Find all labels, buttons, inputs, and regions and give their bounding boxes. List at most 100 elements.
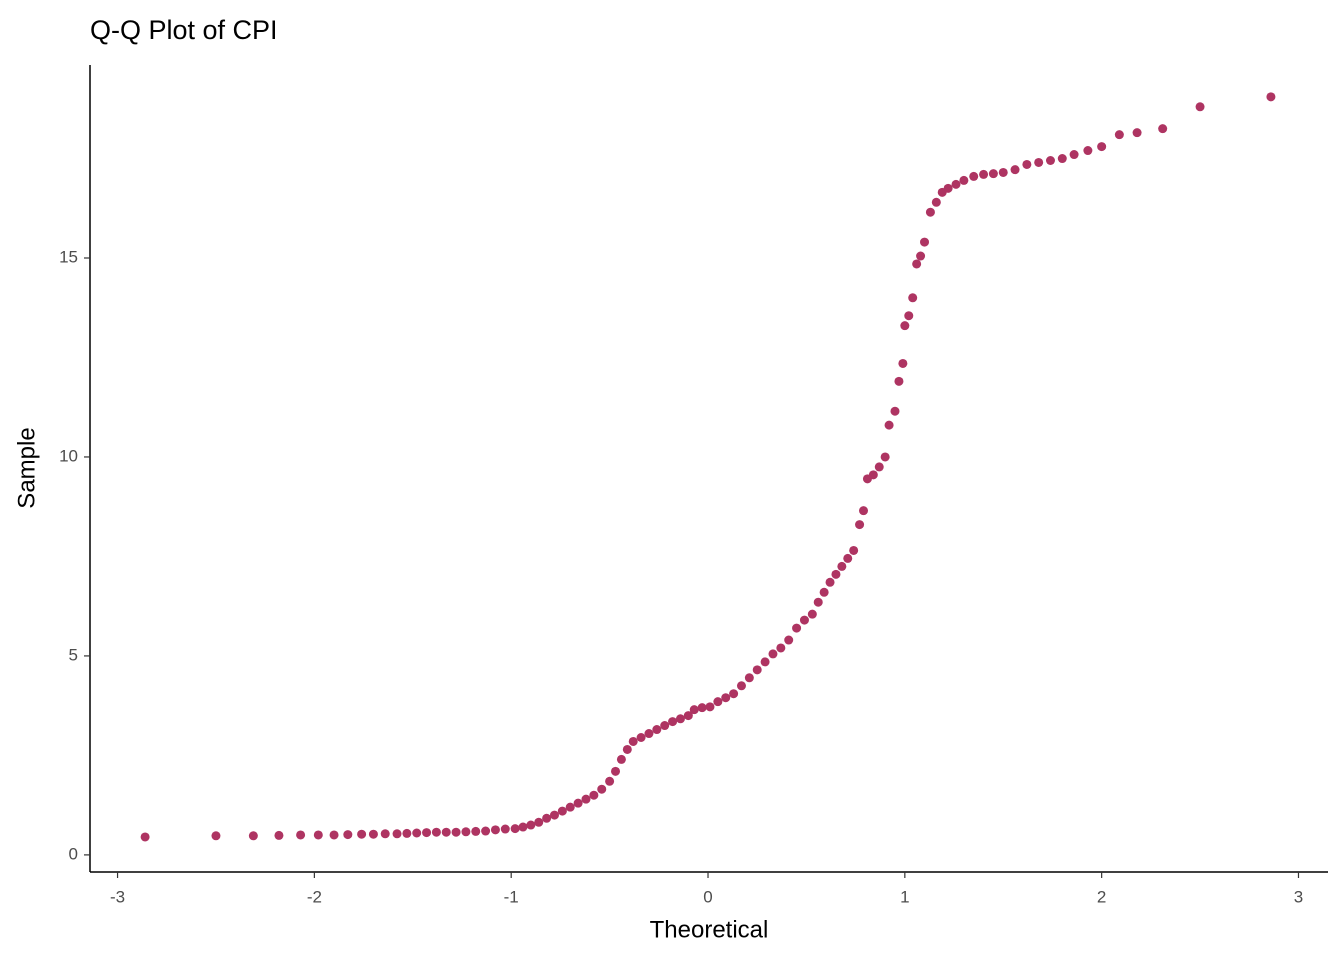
point: [1158, 124, 1168, 134]
point: [451, 827, 461, 837]
point: [526, 820, 536, 830]
point: [1045, 156, 1055, 166]
point: [357, 829, 367, 839]
point: [542, 813, 552, 823]
point: [1266, 92, 1276, 102]
point: [894, 376, 904, 386]
point: [481, 826, 491, 836]
point: [799, 615, 809, 625]
point: [792, 623, 802, 633]
point: [912, 259, 922, 269]
point: [768, 649, 778, 659]
point: [884, 420, 894, 430]
point: [1010, 165, 1020, 175]
point: [721, 693, 731, 703]
point: [660, 721, 670, 731]
y-tick-label: 10: [59, 446, 78, 465]
point: [736, 681, 746, 691]
point: [368, 829, 378, 839]
x-tick-label: -1: [504, 887, 519, 906]
x-axis-label: Theoretical: [650, 916, 769, 943]
point: [784, 635, 794, 645]
point: [959, 175, 969, 185]
point: [431, 827, 441, 837]
point: [441, 827, 451, 837]
point: [296, 830, 306, 840]
point: [729, 689, 739, 699]
point: [900, 321, 910, 331]
point: [969, 171, 979, 181]
point: [140, 832, 150, 842]
point: [943, 183, 953, 193]
point: [605, 776, 615, 786]
point: [274, 830, 284, 840]
point: [518, 822, 528, 832]
point: [705, 702, 715, 712]
point: [461, 827, 471, 837]
point: [1083, 146, 1093, 156]
point: [471, 826, 481, 836]
point: [843, 553, 853, 563]
point: [744, 673, 754, 683]
point: [931, 197, 941, 207]
point: [412, 828, 422, 838]
point: [573, 798, 583, 808]
y-tick-label: 5: [69, 645, 78, 664]
point: [689, 705, 699, 715]
point: [908, 293, 918, 303]
point: [329, 830, 339, 840]
point: [925, 207, 935, 217]
point: [1034, 157, 1044, 167]
point: [380, 829, 390, 839]
point: [534, 817, 544, 827]
y-tick-label: 0: [69, 844, 78, 863]
point: [589, 790, 599, 800]
point: [697, 703, 707, 713]
chart-title: Q-Q Plot of CPI: [90, 15, 278, 45]
point: [752, 665, 762, 675]
point: [916, 251, 926, 261]
point: [565, 802, 575, 812]
point: [807, 609, 817, 619]
point: [713, 697, 723, 707]
point: [760, 657, 770, 667]
point: [1195, 102, 1205, 112]
point: [611, 766, 621, 776]
point: [1114, 130, 1124, 140]
x-tick-label: -2: [307, 887, 322, 906]
point: [313, 830, 323, 840]
point: [855, 520, 865, 530]
point: [831, 569, 841, 579]
point: [675, 714, 685, 724]
point: [813, 597, 823, 607]
point: [683, 711, 693, 721]
point: [597, 784, 607, 794]
point: [510, 824, 520, 834]
x-tick-label: 1: [900, 887, 909, 906]
point: [549, 810, 559, 820]
point: [825, 577, 835, 587]
point: [874, 462, 884, 472]
x-tick-label: -3: [110, 887, 125, 906]
point: [402, 828, 412, 838]
point: [988, 169, 998, 179]
point: [1097, 142, 1107, 152]
point: [904, 311, 914, 321]
point: [880, 452, 890, 462]
point: [837, 561, 847, 571]
point: [248, 831, 258, 841]
point: [1057, 154, 1067, 164]
point: [951, 179, 961, 189]
point: [622, 744, 632, 754]
point: [998, 167, 1008, 177]
point: [819, 587, 829, 597]
y-tick-label: 15: [59, 247, 78, 266]
point: [652, 725, 662, 735]
point: [616, 754, 626, 764]
y-axis-label: Sample: [13, 427, 40, 508]
point: [1132, 128, 1142, 138]
point: [1069, 150, 1079, 160]
point: [500, 824, 510, 834]
point: [490, 825, 500, 835]
